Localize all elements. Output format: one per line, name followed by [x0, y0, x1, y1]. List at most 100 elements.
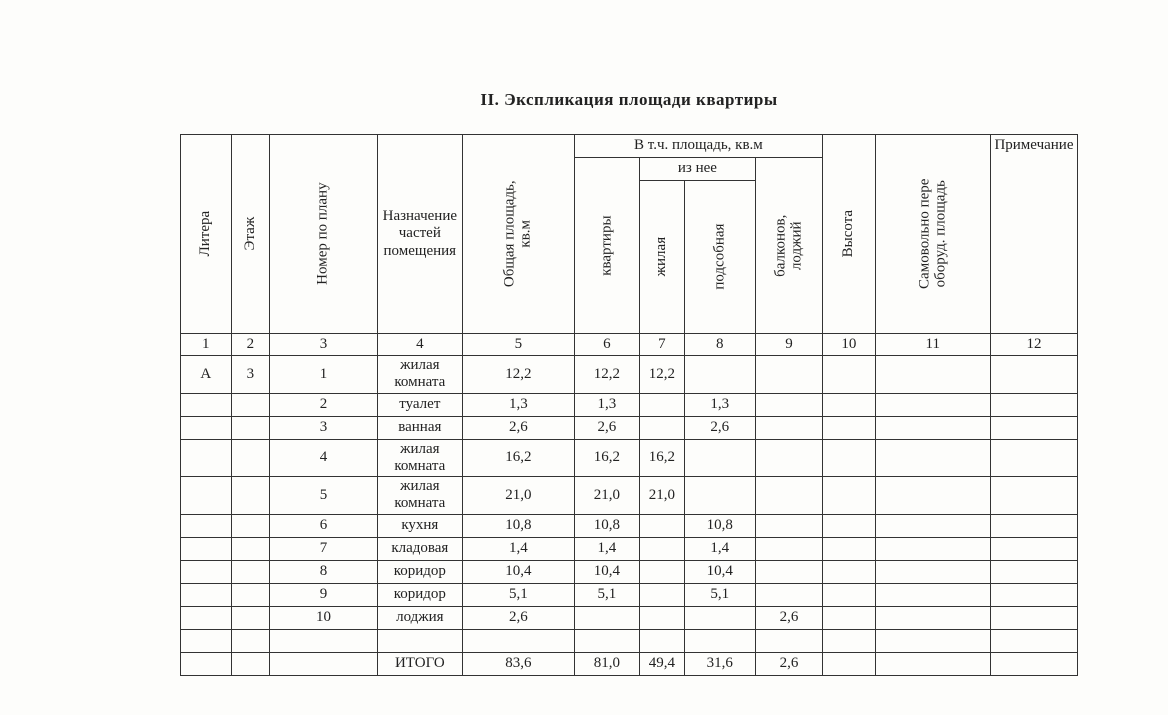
table-cell: 12,2	[640, 356, 685, 394]
table-cell	[755, 416, 822, 439]
table-cell	[875, 356, 990, 394]
table-row: 9коридор5,15,15,1	[181, 583, 1078, 606]
table-row: 5жилая комната21,021,021,0	[181, 477, 1078, 515]
table-cell	[181, 606, 232, 629]
table-row: 4жилая комната16,216,216,2	[181, 439, 1078, 477]
table-cell	[755, 356, 822, 394]
table-cell	[684, 356, 755, 394]
table-cell: 10,8	[462, 514, 574, 537]
col-group-iznee-header: из нее	[640, 158, 756, 181]
table-cell: 5,1	[574, 583, 639, 606]
table-row: 8коридор10,410,410,4	[181, 560, 1078, 583]
table-cell	[990, 416, 1077, 439]
table-cell: 31,6	[684, 652, 755, 675]
table-cell	[231, 393, 270, 416]
col-nomer-header: Номер по плану	[270, 135, 377, 334]
col-nazn-header: Назначение частей помещения	[377, 135, 462, 334]
table-cell	[990, 606, 1077, 629]
table-cell	[231, 416, 270, 439]
table-row: А31жилая комната12,212,212,2	[181, 356, 1078, 394]
table-cell: 16,2	[574, 439, 639, 477]
table-cell	[231, 514, 270, 537]
table-cell	[231, 477, 270, 515]
table-cell	[181, 629, 232, 652]
table-cell	[990, 439, 1077, 477]
table-cell	[823, 652, 875, 675]
table-cell	[823, 629, 875, 652]
table-cell	[823, 560, 875, 583]
table-cell	[640, 416, 685, 439]
colnum: 5	[462, 334, 574, 356]
colnum: 11	[875, 334, 990, 356]
table-cell: 1,3	[684, 393, 755, 416]
table-cell: 10,8	[574, 514, 639, 537]
table-cell	[231, 583, 270, 606]
table-cell	[875, 514, 990, 537]
colnum: 8	[684, 334, 755, 356]
colnum: 3	[270, 334, 377, 356]
table-cell	[990, 477, 1077, 515]
table-cell	[875, 439, 990, 477]
table-cell	[990, 583, 1077, 606]
table-cell	[640, 629, 685, 652]
table-row: 6кухня10,810,810,8	[181, 514, 1078, 537]
table-cell	[755, 514, 822, 537]
table-cell	[823, 514, 875, 537]
table-cell	[684, 629, 755, 652]
table-cell	[990, 652, 1077, 675]
table-cell: 81,0	[574, 652, 639, 675]
table-cell	[640, 583, 685, 606]
table-cell	[875, 583, 990, 606]
table-cell	[574, 606, 639, 629]
table-row: 3ванная2,62,62,6	[181, 416, 1078, 439]
table-cell: 16,2	[462, 439, 574, 477]
table-cell	[990, 560, 1077, 583]
table-cell: 12,2	[574, 356, 639, 394]
table-cell	[640, 606, 685, 629]
table-cell	[755, 393, 822, 416]
table-cell: 10,4	[574, 560, 639, 583]
table-cell: кухня	[377, 514, 462, 537]
table-row: 7кладовая1,41,41,4	[181, 537, 1078, 560]
table-cell	[990, 393, 1077, 416]
table-cell: кладовая	[377, 537, 462, 560]
table-body: А31жилая комната12,212,212,22туалет1,31,…	[181, 356, 1078, 676]
table-cell	[755, 583, 822, 606]
table-cell	[181, 514, 232, 537]
table-cell: 5,1	[684, 583, 755, 606]
table-cell: 3	[231, 356, 270, 394]
table-cell	[181, 393, 232, 416]
table-cell	[640, 514, 685, 537]
table-cell: 21,0	[462, 477, 574, 515]
table-cell	[875, 477, 990, 515]
colnum: 12	[990, 334, 1077, 356]
table-cell: 1,3	[462, 393, 574, 416]
page-title: II. Экспликация площади квартиры	[180, 90, 1078, 110]
table-cell: 2,6	[755, 606, 822, 629]
explication-table: Литера Этаж Номер по плану Назначение ча…	[180, 134, 1078, 676]
table-cell: 6	[270, 514, 377, 537]
table-cell: коридор	[377, 583, 462, 606]
table-cell	[231, 537, 270, 560]
table-cell: 10,4	[684, 560, 755, 583]
table-cell: жилая комната	[377, 356, 462, 394]
table-cell	[231, 606, 270, 629]
table-cell	[181, 477, 232, 515]
table-cell: 16,2	[640, 439, 685, 477]
table-cell	[181, 439, 232, 477]
table-cell: 12,2	[462, 356, 574, 394]
table-cell: 21,0	[574, 477, 639, 515]
table-cell	[181, 537, 232, 560]
table-cell	[377, 629, 462, 652]
table-cell	[574, 629, 639, 652]
table-cell: 2,6	[574, 416, 639, 439]
table-cell: 2	[270, 393, 377, 416]
table-cell	[875, 606, 990, 629]
table-cell	[990, 514, 1077, 537]
colnum: 4	[377, 334, 462, 356]
table-cell	[181, 583, 232, 606]
col-etazh-header: Этаж	[231, 135, 270, 334]
table-row: 2туалет1,31,31,3	[181, 393, 1078, 416]
nazn-line3: помещения	[384, 243, 457, 259]
table-cell	[755, 477, 822, 515]
